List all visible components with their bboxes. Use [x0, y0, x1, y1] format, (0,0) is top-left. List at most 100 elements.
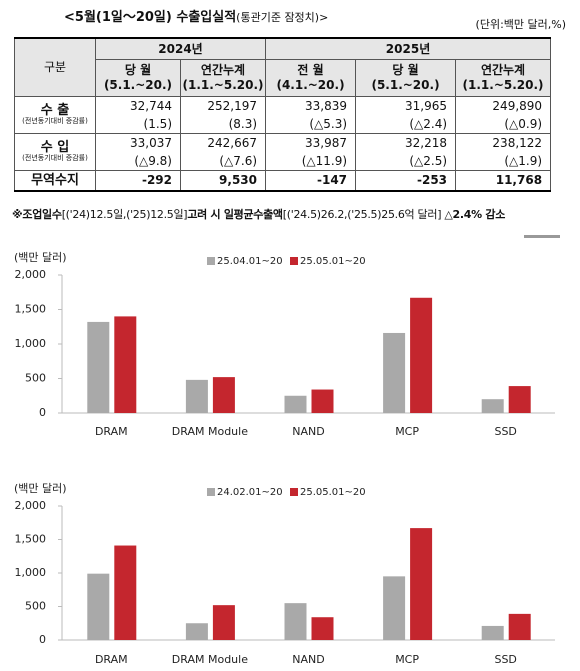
- cell-rate: (△2.5): [355, 152, 457, 171]
- cell-value: -253: [355, 170, 457, 192]
- unit: (단위:백만 달러,%): [475, 18, 566, 31]
- note: ※조업일수[('24)12.5일,('25)12.5일]고려 시 일평균수출액[…: [12, 206, 505, 222]
- bar: [114, 545, 137, 640]
- x-tick-label: SSD: [494, 653, 516, 666]
- bar: [114, 316, 137, 413]
- table-row: 수 입 (전년동기대비 증감률) 33,037 242,667 33,987 32,218…: [14, 133, 552, 171]
- bar: [508, 386, 531, 413]
- x-tick-label: DRAM Module: [172, 653, 248, 666]
- column-header: 당 월 (5.1.~20.): [355, 59, 457, 97]
- y-tick-label: 0: [39, 406, 46, 419]
- cell-value: 31,965: [355, 96, 457, 115]
- year: 2025년: [265, 37, 552, 60]
- column-period: (1.1.~5.20.): [462, 78, 544, 92]
- title-note: (통관기준 잠정치)>: [236, 11, 329, 24]
- bar: [284, 603, 307, 640]
- legend-label: 25.05.01~20: [300, 487, 366, 498]
- legend-swatch: [290, 257, 298, 265]
- column-label: 전 월: [297, 63, 324, 77]
- cell-value: 33,839: [265, 96, 357, 115]
- table-row: 수 출 (전년동기대비 증감률) 32,744 252,197 33,839 31,965…: [14, 96, 552, 134]
- column-label: 연간누계: [480, 63, 526, 77]
- note-part: ※조업일수: [12, 208, 62, 221]
- row-label: 수 입: [40, 140, 70, 155]
- note-part: 고려 시 일평균수출액: [187, 208, 283, 221]
- column-label: 당 월: [392, 63, 419, 77]
- y-axis-label: (백만 달러): [14, 482, 67, 495]
- cell-value: 238,122: [455, 133, 552, 152]
- column-label: 연간누계: [200, 63, 246, 77]
- cell-value: 252,197: [179, 96, 267, 115]
- y-axis-label: (백만 달러): [14, 251, 67, 264]
- title: <5월(1일～20일) 수출입실적(통관기준 잠정치)>: [64, 6, 328, 25]
- cell-value: 9,530: [179, 170, 267, 192]
- column-header: 연간누계 (1.1.~5.20.): [179, 59, 267, 97]
- x-tick-label: NAND: [292, 425, 324, 438]
- y-tick-label: 1,500: [15, 533, 47, 546]
- cell-value: 33,987: [265, 133, 357, 152]
- y-tick-label: 1,000: [15, 566, 47, 579]
- cell-rate: (△7.6): [179, 152, 267, 171]
- table-body: 수 출 (전년동기대비 증감률) 32,744 252,197 33,839 31,965…: [14, 96, 552, 192]
- column-period: (1.1.~5.20.): [182, 78, 264, 92]
- cell-value: 32,218: [355, 133, 457, 152]
- x-tick-label: DRAM: [95, 653, 128, 666]
- bar: [481, 625, 504, 640]
- column-header-row: 당 월 (5.1.~20.) 연간누계 (1.1.~5.20.) 전 월 (4.1.~20…: [15, 59, 552, 97]
- column-header: 전 월 (4.1.~20.): [265, 59, 357, 97]
- corner: 구분: [14, 37, 96, 97]
- cell-value: -292: [95, 170, 181, 192]
- column-period: (4.1.~20.): [276, 78, 345, 92]
- row-header: 수 입 (전년동기대비 증감률): [14, 133, 96, 171]
- legend-swatch: [207, 257, 215, 265]
- y-tick-label: 0: [39, 633, 46, 646]
- legend-label: 25.04.01~20: [217, 256, 283, 267]
- note-part: [('24.5)26.2,('25.5)25.6억 달러]: [282, 208, 442, 221]
- cell-value: 242,667: [179, 133, 267, 152]
- table-row: 무역수지 -292 9,530 -147 -253 11,768: [14, 170, 552, 192]
- bar: [508, 613, 531, 640]
- column-header: 당 월 (5.1.~20.): [95, 59, 181, 97]
- cell-rate: (△2.4): [355, 115, 457, 134]
- bar: [284, 395, 307, 413]
- legend-swatch: [290, 488, 298, 496]
- year: 2024년: [94, 37, 267, 60]
- x-tick-label: MCP: [395, 425, 419, 438]
- bar: [185, 623, 208, 640]
- y-tick-label: 1,000: [15, 337, 47, 350]
- bar: [410, 297, 433, 413]
- column-period: (5.1.~20.): [371, 78, 440, 92]
- y-tick-label: 500: [25, 372, 46, 385]
- cell-value: 11,768: [455, 170, 552, 192]
- cell-value: 33,037: [95, 133, 181, 152]
- bar: [87, 573, 110, 640]
- bar: [212, 377, 235, 413]
- bar: [383, 576, 406, 640]
- bar: [481, 399, 504, 413]
- bar: [311, 617, 334, 640]
- x-tick-label: SSD: [494, 425, 516, 438]
- cell-rate: (△1.9): [455, 152, 552, 171]
- bar: [87, 321, 110, 413]
- cell-value: 32,744: [95, 96, 181, 115]
- row-sublabel: (전년동기대비 증감률): [22, 117, 88, 125]
- cell-rate: (△0.9): [455, 115, 552, 134]
- title-main: <5월(1일～20일) 수출입실적: [64, 10, 237, 25]
- cell-rate: (△9.8): [95, 152, 181, 171]
- legend-label: 25.05.01~20: [300, 256, 366, 267]
- column-label: 당 월: [124, 63, 152, 77]
- bar: [212, 605, 235, 640]
- bar: [383, 332, 406, 413]
- x-tick-label: DRAM: [95, 425, 128, 438]
- note-part: [('24)12.5일,('25)12.5일]: [61, 208, 188, 221]
- table: 구분 2024년 2025년 당 월 (5.1.~20.) 연간누계 (1.1.~5.…: [14, 37, 552, 192]
- cell-value: 249,890: [455, 96, 552, 115]
- cell-rate: (1.5): [95, 115, 181, 134]
- table-row: (1.5) (8.3) (△5.3) (△2.4) (△0.9): [15, 115, 552, 134]
- note-part: △2.4% 감소: [444, 208, 506, 221]
- y-tick-label: 2,000: [15, 268, 47, 281]
- cell-rate: (△5.3): [265, 115, 357, 134]
- bar: [185, 379, 208, 413]
- row-sublabel: (전년동기대비 증감률): [22, 154, 88, 162]
